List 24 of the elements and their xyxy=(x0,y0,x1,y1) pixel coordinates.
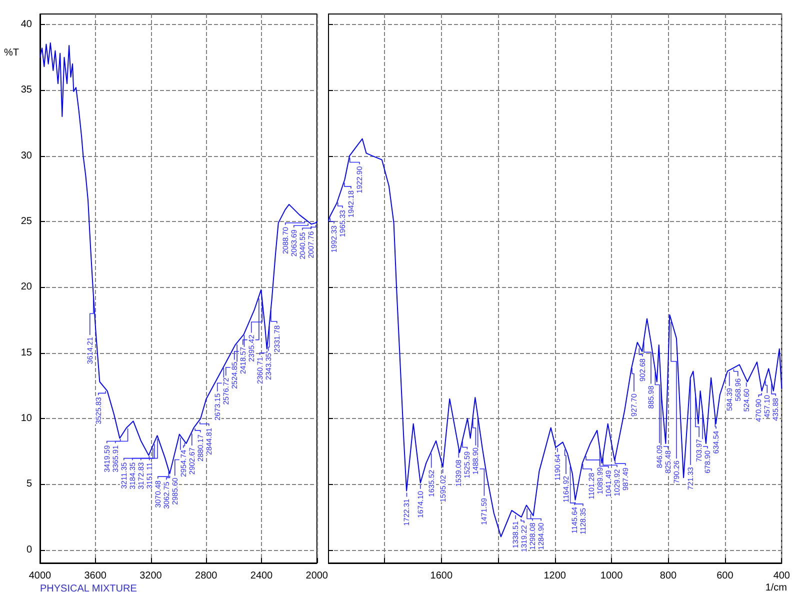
x-tick-label: 4000 xyxy=(28,570,52,582)
y-axis-title: %T xyxy=(4,48,19,58)
y-tick-label: 10 xyxy=(20,413,32,424)
y-tick-label: 0 xyxy=(26,544,32,556)
x-tick-label: 1600 xyxy=(430,570,453,582)
x-tick-label: 1000 xyxy=(600,570,624,582)
x-axis-title: 1/cm xyxy=(765,582,787,594)
x-tick-label: 2800 xyxy=(195,570,218,582)
y-tick-label: 15 xyxy=(20,347,32,358)
y-tick-label: 40 xyxy=(20,19,32,30)
y-tick-label: 25 xyxy=(20,216,32,228)
x-tick-label: 2000 xyxy=(306,570,328,582)
x-tick-label: 1200 xyxy=(544,570,566,582)
x-tick-label: 800 xyxy=(660,570,678,582)
y-tick-label: 20 xyxy=(20,282,32,293)
y-tick-label: 30 xyxy=(20,150,32,162)
text: PHYSICAL MIXTURE xyxy=(40,584,138,594)
x-tick-label: 2400 xyxy=(250,570,274,582)
x-tick-label: 3200 xyxy=(140,570,162,582)
x-tick-label: 3600 xyxy=(84,570,107,582)
y-tick-label: 5 xyxy=(26,478,32,490)
x-tick-label: 400 xyxy=(773,570,790,582)
x-tick-label: 600 xyxy=(716,570,734,582)
y-tick-label: 35 xyxy=(20,84,32,96)
